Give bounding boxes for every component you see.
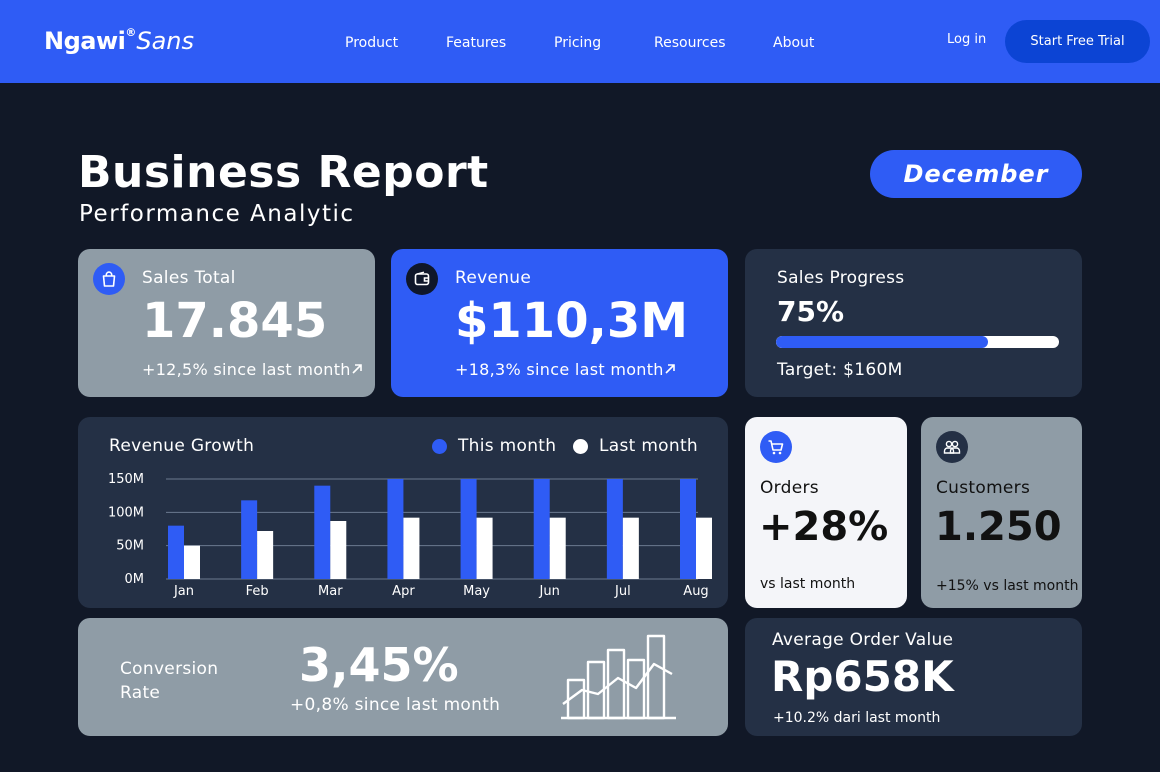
bar-this-month[interactable] bbox=[606, 479, 623, 579]
y-tick-label: 100M bbox=[108, 505, 144, 520]
conversion-value: 3,45% bbox=[299, 638, 459, 692]
revenue-change: +18,3% since last month bbox=[455, 360, 676, 380]
x-tick-label: May bbox=[463, 584, 490, 599]
orders-card: Orders +28% vs last month bbox=[745, 417, 907, 608]
x-tick-label: Apr bbox=[392, 584, 415, 599]
revenue-card: Revenue $110,3M +18,3% since last month bbox=[391, 249, 728, 397]
logo-wordmark-light: Sans bbox=[136, 27, 195, 55]
month-selector[interactable]: December bbox=[870, 150, 1082, 198]
customers-value: 1.250 bbox=[935, 504, 1062, 550]
bar-last-month[interactable] bbox=[330, 521, 347, 579]
x-tick-label: Jan bbox=[173, 584, 194, 599]
bar-last-month[interactable] bbox=[476, 517, 493, 579]
sales-progress-label: Sales Progress bbox=[777, 268, 905, 288]
nav-link-resources[interactable]: Resources bbox=[654, 35, 726, 51]
users-icon bbox=[936, 431, 968, 463]
page-subtitle: Performance Analytic bbox=[79, 201, 355, 227]
bar-last-month[interactable] bbox=[257, 531, 274, 579]
y-tick-label: 150M bbox=[108, 472, 144, 487]
sales-total-value: 17.845 bbox=[142, 293, 328, 349]
aov-value: Rp658K bbox=[771, 652, 954, 701]
revenue-value: $110,3M bbox=[455, 293, 688, 349]
orders-value: +28% bbox=[759, 504, 889, 550]
sales-total-card: Sales Total 17.845 +12,5% since last mon… bbox=[78, 249, 375, 397]
start-free-trial-button[interactable]: Start Free Trial bbox=[1005, 20, 1150, 63]
sales-progress-value: 75% bbox=[777, 295, 845, 328]
y-tick-label: 0M bbox=[125, 572, 145, 587]
legend-label-this-month: This month bbox=[458, 436, 557, 456]
wallet-icon bbox=[406, 263, 438, 295]
arrow-up-right-icon bbox=[352, 364, 362, 374]
x-tick-label: Jul bbox=[614, 584, 631, 599]
orders-label: Orders bbox=[760, 478, 819, 498]
revenue-growth-card: Revenue Growth This month Last month 0M 5… bbox=[78, 417, 728, 608]
bar-last-month[interactable] bbox=[403, 517, 420, 579]
bar-last-month[interactable] bbox=[549, 517, 566, 579]
logo-wordmark-bold: Ngawi bbox=[44, 27, 126, 55]
chart-title: Revenue Growth bbox=[109, 436, 255, 456]
nav-link-about[interactable]: About bbox=[773, 35, 815, 51]
bar-this-month[interactable] bbox=[680, 479, 696, 579]
logo-registered-mark: ® bbox=[125, 26, 137, 39]
bar-this-month[interactable] bbox=[314, 485, 331, 579]
sales-progress-fill bbox=[776, 336, 989, 348]
revenue-growth-chart: 0M 50M 100M 150M Jan Feb Mar Apr May Jun Jul Aug bbox=[108, 472, 712, 599]
conversion-label-line2: Rate bbox=[120, 683, 161, 703]
customers-card: Customers 1.250 +15% vs last month bbox=[921, 417, 1082, 608]
bar-this-month[interactable] bbox=[168, 525, 184, 579]
aov-note: +10.2% dari last month bbox=[773, 710, 941, 726]
login-link[interactable]: Log in bbox=[947, 32, 987, 47]
revenue-label: Revenue bbox=[455, 268, 532, 288]
arrow-up-right-icon bbox=[665, 364, 675, 374]
sales-progress-bar bbox=[776, 336, 1059, 348]
nav-link-features[interactable]: Features bbox=[446, 35, 507, 51]
legend-dot-last-month bbox=[573, 439, 588, 454]
customers-note: +15% vs last month bbox=[936, 578, 1079, 594]
sales-progress-target: Target: $160M bbox=[777, 360, 903, 380]
revenue-change-text: +18,3% since last month bbox=[455, 360, 664, 379]
nav-link-product[interactable]: Product bbox=[345, 35, 399, 51]
sales-total-label: Sales Total bbox=[142, 268, 236, 288]
bar-last-month[interactable] bbox=[184, 545, 200, 579]
conversion-label-line1: Conversion bbox=[120, 659, 219, 679]
bar-this-month[interactable] bbox=[533, 479, 550, 579]
logo[interactable]: Ngawi®Sans bbox=[44, 26, 195, 56]
bar-last-month[interactable] bbox=[622, 517, 639, 579]
bar-this-month[interactable] bbox=[241, 500, 258, 579]
conversion-change: +0,8% since last month bbox=[290, 695, 501, 715]
page-title: Business Report bbox=[78, 147, 489, 198]
y-tick-label: 50M bbox=[116, 539, 144, 554]
legend-dot-this-month bbox=[432, 439, 447, 454]
growth-chart-icon bbox=[561, 634, 676, 720]
average-order-value-card: Average Order Value Rp658K +10.2% dari l… bbox=[745, 618, 1082, 736]
x-tick-label: Aug bbox=[683, 584, 708, 599]
aov-label: Average Order Value bbox=[772, 630, 954, 650]
sales-total-change-text: +12,5% since last month bbox=[142, 360, 351, 379]
bar-this-month[interactable] bbox=[460, 479, 477, 579]
sales-total-change: +12,5% since last month bbox=[142, 360, 363, 380]
bar-this-month[interactable] bbox=[387, 479, 404, 579]
nav-link-pricing[interactable]: Pricing bbox=[554, 35, 602, 51]
shopping-bag-icon bbox=[93, 263, 125, 295]
x-tick-label: Jun bbox=[539, 584, 560, 599]
conversion-rate-card: Conversion Rate 3,45% +0,8% since last m… bbox=[78, 618, 728, 736]
legend-label-last-month: Last month bbox=[599, 436, 698, 456]
bar-last-month[interactable] bbox=[696, 517, 712, 579]
x-tick-label: Mar bbox=[318, 584, 343, 599]
x-tick-label: Feb bbox=[246, 584, 269, 599]
customers-label: Customers bbox=[936, 478, 1031, 498]
sales-progress-card: Sales Progress 75% Target: $160M bbox=[745, 249, 1082, 397]
top-nav: Ngawi®Sans Product Features Pricing Reso… bbox=[0, 0, 1160, 83]
orders-note: vs last month bbox=[760, 576, 856, 592]
cart-icon bbox=[760, 431, 792, 463]
